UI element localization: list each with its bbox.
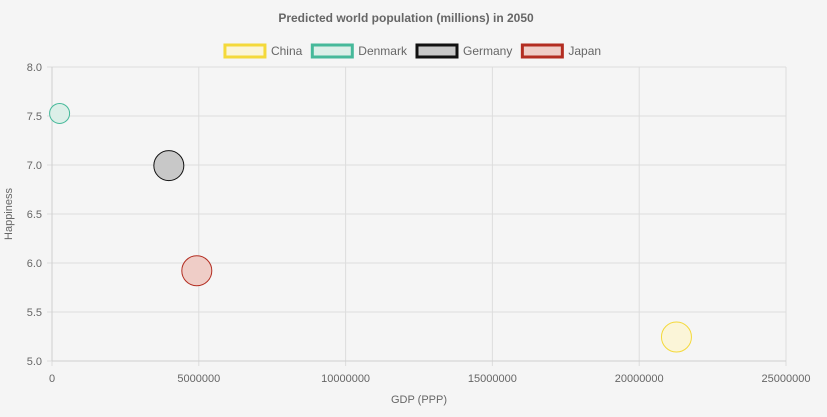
y-tick-label: 6.5: [27, 209, 42, 221]
chart-legend[interactable]: China Denmark Germany Japan: [223, 43, 601, 59]
chart-points: [49, 102, 692, 353]
x-tick-label: 10000000: [321, 373, 370, 385]
legend-label: Japan: [568, 44, 601, 58]
bubble-denmark[interactable]: [49, 102, 71, 124]
legend-item-germany[interactable]: Germany: [415, 43, 512, 59]
legend-label: Germany: [463, 44, 512, 58]
y-tick-label: 6.0: [27, 258, 42, 270]
legend-item-china[interactable]: China: [223, 43, 303, 59]
legend-item-denmark[interactable]: Denmark: [310, 43, 408, 59]
x-tick-label: 5000000: [177, 373, 220, 385]
legend-label: China: [271, 44, 303, 58]
x-tick-label: 15000000: [468, 373, 517, 385]
y-axis-title: Happiness: [3, 188, 15, 240]
y-tick-label: 8.0: [27, 62, 42, 74]
legend-swatch: [223, 43, 267, 59]
legend-item-japan[interactable]: Japan: [520, 43, 601, 59]
legend-swatch: [415, 43, 459, 59]
legend-swatch: [520, 43, 564, 59]
y-tick-label: 7.5: [27, 111, 42, 123]
x-tick-label: 25000000: [762, 373, 811, 385]
bubble-germany[interactable]: [153, 150, 185, 182]
x-tick-label: 20000000: [615, 373, 664, 385]
x-tick-label: 0: [49, 373, 55, 385]
legend-swatch: [310, 43, 354, 59]
chart-gridlines: [51, 66, 787, 362]
bubble-china[interactable]: [660, 321, 692, 353]
bubble-japan[interactable]: [181, 255, 213, 287]
y-tick-label: 5.0: [27, 356, 42, 368]
y-tick-label: 7.0: [27, 160, 42, 172]
y-tick-label: 5.5: [27, 307, 42, 319]
chart-title: Predicted world population (millions) in…: [278, 11, 534, 25]
x-axis-title: GDP (PPP): [391, 394, 447, 406]
chart-axes: 5.0 5.5 6.0 6.5 7.0 7.5 8.0 0 5000000 10000000 150…: [27, 62, 811, 385]
legend-label: Denmark: [358, 44, 408, 58]
